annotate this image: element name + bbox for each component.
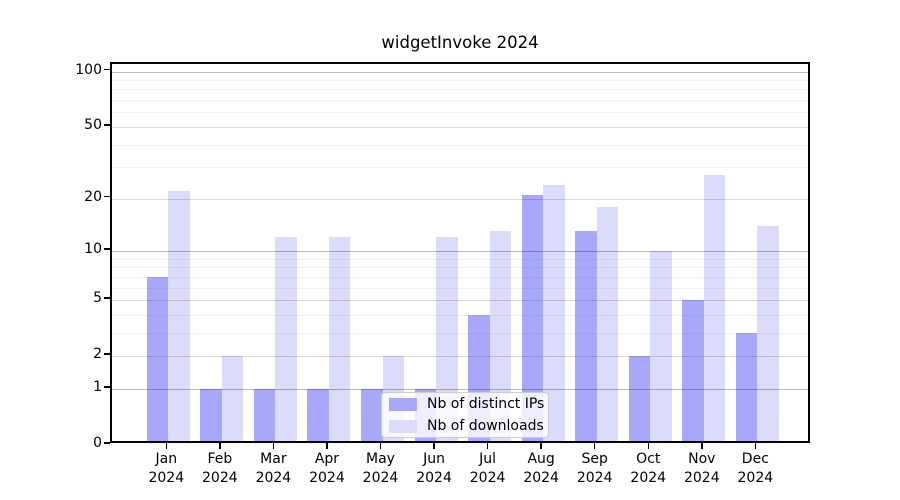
x-tick-label-feb: Feb 2024: [202, 451, 238, 486]
legend: Nb of distinct IPs Nb of downloads: [381, 392, 549, 438]
x-tick-label-sep: Sep 2024: [576, 451, 613, 486]
x-tick-mark-jul: [486, 443, 489, 449]
y-tick-mark-0: [104, 442, 110, 444]
bar-downloads-jul: [489, 231, 512, 441]
legend-swatch-downloads: [389, 419, 417, 433]
x-tick-label-may: May 2024: [362, 451, 399, 486]
y-tick-mark-1: [104, 386, 110, 388]
y-tick-mark-100: [104, 68, 110, 71]
bar-downloads-feb: [221, 356, 244, 441]
legend-item-distinct-ips: Nb of distinct IPs: [382, 393, 548, 415]
x-tick-label-jul: Jul 2024: [469, 451, 506, 486]
bar-downloads-mar: [275, 237, 297, 441]
x-tick-mark-oct: [647, 443, 649, 449]
bar-downloads-aug: [543, 184, 565, 441]
y-tick-label-2: 2: [93, 346, 102, 363]
x-tick-label-apr: Apr 2024: [309, 451, 345, 486]
bar-distinct-ips-aug: [521, 194, 544, 441]
y-tick-label-1: 1: [93, 378, 102, 395]
bar-distinct-ips-may: [361, 388, 383, 441]
x-tick-label-dec: Dec 2024: [737, 451, 774, 486]
x-tick-label-mar: Mar 2024: [255, 451, 292, 486]
x-tick-mark-jun: [433, 443, 435, 449]
y-tick-mark-5: [104, 297, 110, 299]
bar-downloads-sep: [596, 206, 619, 441]
y-tick-label-20: 20: [84, 188, 102, 205]
y-tick-mark-10: [104, 248, 110, 250]
legend-item-downloads: Nb of downloads: [382, 415, 548, 437]
bar-distinct-ips-mar: [253, 388, 276, 441]
y-tick-mark-2: [104, 353, 110, 355]
y-tick-mark-50: [104, 124, 110, 126]
bar-distinct-ips-apr: [307, 388, 329, 441]
x-tick-mark-nov: [701, 443, 703, 449]
bar-downloads-oct: [650, 250, 672, 441]
x-tick-label-oct: Oct 2024: [630, 451, 667, 486]
legend-label-distinct-ips: Nb of distinct IPs: [427, 396, 545, 412]
bar-downloads-dec: [757, 225, 779, 441]
y-tick-label-0: 0: [93, 435, 102, 451]
y-tick-label-5: 5: [93, 290, 102, 307]
bar-distinct-ips-dec: [735, 332, 758, 441]
bar-downloads-jan: [168, 191, 190, 441]
bar-distinct-ips-feb: [200, 388, 222, 441]
bar-downloads-apr: [328, 237, 351, 441]
x-tick-label-jun: Jun 2024: [416, 451, 452, 486]
x-tick-mark-apr: [326, 443, 328, 449]
x-tick-mark-feb: [219, 443, 221, 449]
bars-layer: [112, 64, 808, 441]
bar-distinct-ips-sep: [575, 231, 597, 441]
x-tick-mark-may: [379, 443, 382, 449]
x-tick-label-aug: Aug 2024: [523, 451, 559, 486]
x-tick-mark-sep: [593, 443, 596, 449]
y-tick-label-100: 100: [75, 61, 102, 78]
bar-downloads-jun: [436, 237, 458, 441]
x-tick-mark-aug: [540, 443, 542, 449]
chart-title: widgetInvoke 2024: [381, 33, 539, 52]
x-tick-mark-jan: [165, 443, 168, 449]
x-tick-label-jan: Jan 2024: [148, 451, 185, 486]
bar-downloads-nov: [703, 175, 726, 441]
plot-area: Nb of distinct IPs Nb of downloads: [110, 62, 810, 443]
x-tick-mark-dec: [754, 443, 757, 449]
bar-distinct-ips-jan: [146, 276, 169, 441]
y-tick-label-10: 10: [84, 240, 102, 257]
bar-distinct-ips-nov: [682, 300, 704, 441]
x-tick-mark-mar: [272, 443, 275, 449]
legend-swatch-distinct-ips: [389, 397, 417, 411]
y-tick-label-50: 50: [84, 116, 102, 133]
x-tick-label-nov: Nov 2024: [683, 451, 720, 486]
y-tick-mark-20: [104, 195, 110, 198]
bar-distinct-ips-oct: [628, 356, 651, 441]
legend-label-downloads: Nb of downloads: [427, 418, 544, 434]
